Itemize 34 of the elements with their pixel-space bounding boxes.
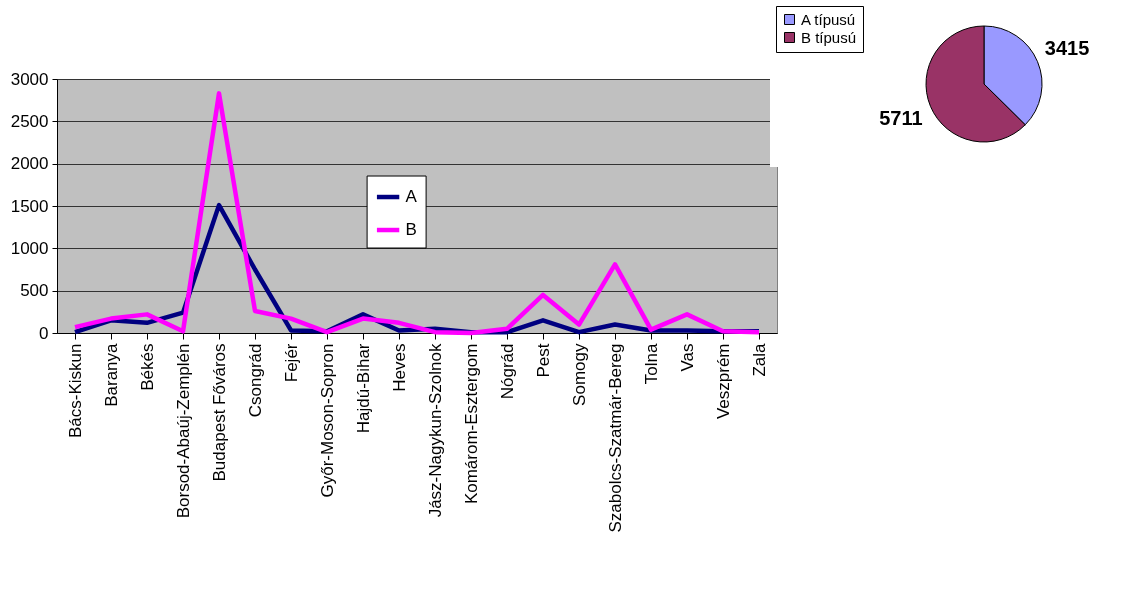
data-label: 3415 xyxy=(1044,37,1090,60)
legend-label: A xyxy=(405,187,418,207)
data-label: 5711 xyxy=(879,106,923,129)
x-tick-label: Pest xyxy=(533,343,553,378)
x-tick-label: Békés xyxy=(137,343,157,391)
x-tick-label: Fejér xyxy=(281,343,301,383)
x-tick-label: Szabolcs-Szatmár-Bereg xyxy=(605,343,625,533)
y-tick-label: 500 xyxy=(20,281,49,301)
line-series xyxy=(72,91,762,336)
x-tick-label: Bács-Kiskun xyxy=(65,343,85,438)
x-tick-label: Baranya xyxy=(101,342,121,407)
legend-label: A típusú xyxy=(801,10,856,28)
x-tick-label: Komárom-Esztergom xyxy=(461,343,481,505)
legend-label: B xyxy=(405,220,417,240)
x-tick-label: Jász-Nagykun-Szolnok xyxy=(425,343,445,518)
x-tick-label: Somogy xyxy=(569,343,589,406)
x-tick-label: Borsod-Abaúj-Zemplén xyxy=(173,343,193,519)
x-tick-label: Hajdú-Bihar xyxy=(353,343,373,434)
y-tick-label: 1500 xyxy=(10,196,49,216)
x-tick-label: Tolna xyxy=(641,342,661,385)
x-tick-label: Vas xyxy=(677,343,697,372)
y-tick-label: 2000 xyxy=(10,154,49,174)
x-tick-label: Heves xyxy=(389,343,409,392)
x-tick-label: Zala xyxy=(749,342,769,377)
y-tick-label: 3000 xyxy=(10,69,49,89)
y-tick-label: 2500 xyxy=(10,111,49,131)
x-tick-label: Győr-Moson-Sopron xyxy=(317,343,337,498)
x-tick-label: Veszprém xyxy=(713,343,733,420)
y-tick-label: 1000 xyxy=(10,238,49,258)
y-tick-label: 0 xyxy=(39,323,49,343)
legend-label: B típusú xyxy=(801,28,857,46)
x-tick-label: Budapest Főváros xyxy=(209,343,229,482)
x-tick-label: Csongrád xyxy=(245,343,265,418)
x-tick-label: Nógrád xyxy=(497,343,517,400)
